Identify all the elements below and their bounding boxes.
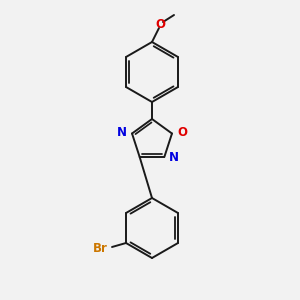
Text: Br: Br	[93, 242, 108, 254]
Text: O: O	[177, 126, 187, 139]
Text: O: O	[155, 19, 165, 32]
Text: N: N	[117, 126, 127, 139]
Text: N: N	[169, 152, 179, 164]
